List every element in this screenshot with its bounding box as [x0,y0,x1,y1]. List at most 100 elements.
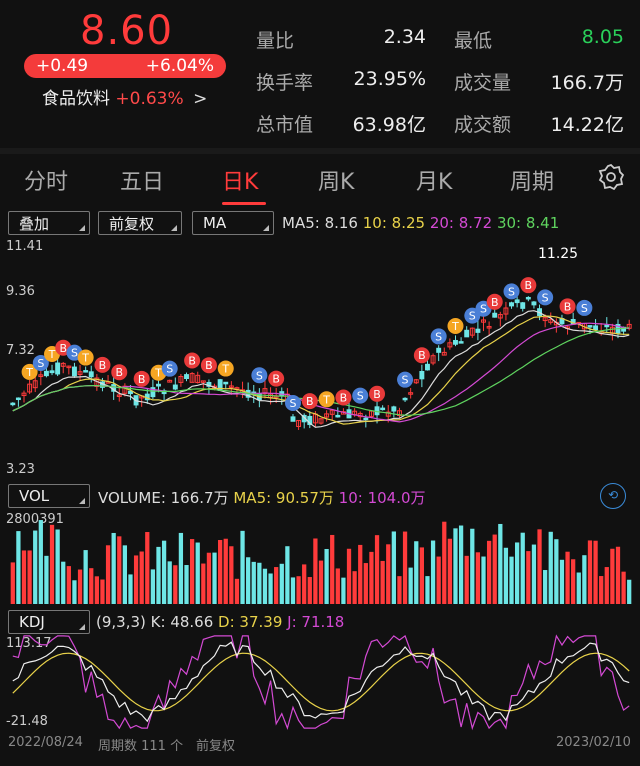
tab-period[interactable]: 周期 [510,170,555,195]
trade-marker-label: B [99,359,107,372]
tab-monthly-k[interactable]: 月K [416,170,453,195]
volume-bar [223,538,228,604]
volume-bar [38,520,43,604]
trade-marker [430,328,447,345]
volume-bar [475,552,481,604]
volume-bar [246,557,251,604]
candle-body [453,339,458,345]
price-change-pct: +6.04% [145,56,214,76]
trade-marker-label: B [418,349,426,362]
trade-marker [161,360,178,377]
tab-five-day[interactable]: 五日 [120,170,165,195]
volume-bar [414,541,419,604]
ma-line [12,310,630,428]
volume-select-label: VOL [19,487,50,505]
volume-bar [201,563,206,604]
stat-value: 14.22亿 [550,114,624,136]
volume-bar [571,559,576,604]
volume-bar [195,542,200,604]
volume-bar [229,546,234,604]
kdj-k: K: 48.66 [150,613,214,631]
volume-bar [240,530,245,604]
trade-marker-label: B [115,366,123,379]
stat-value: 2.34 [383,26,426,48]
kdj-axis-max: 113.17 [6,636,52,651]
volume-bar [111,532,116,604]
volume-bar [548,531,553,604]
stat-label: 最低 [454,30,493,52]
candle-body [66,365,72,369]
volume-indicator-select[interactable]: VOL [8,484,90,508]
tab-weekly-k[interactable]: 周K [318,170,355,195]
volume-bar [330,534,335,604]
trade-marker [576,299,593,316]
volume-bar [341,577,346,604]
kdj-j: J: 71.18 [287,613,345,631]
trade-marker-label: T [451,320,459,333]
trade-marker-label: B [272,373,280,386]
volume-bar [150,569,156,604]
trade-marker-label: S [37,357,44,370]
trade-marker-label: B [306,395,314,408]
volume-bar [55,529,60,604]
indicator-select[interactable]: MA [192,211,274,235]
trade-marker-label: B [373,388,381,401]
trade-marker [77,349,94,366]
trade-marker [217,360,234,377]
change-badge: +0.49 +6.04% [24,54,226,78]
volume-bar [503,547,509,604]
stat-label: 量比 [256,30,295,52]
volume-bar [363,563,368,604]
price-change: +0.49 [36,56,89,76]
dropdown-triangle-icon [263,225,269,231]
stat-value: 166.7万 [550,72,624,94]
candle-body [486,326,492,329]
candle-body [447,342,453,348]
trade-marker-label: S [480,303,487,316]
candle-body [195,374,201,384]
volume-bar [234,578,240,604]
tab-daily-k[interactable]: 日K [222,170,259,195]
volume-bar [458,525,464,604]
volume-bar [212,552,217,604]
kdj-indicator-select[interactable]: KDJ [8,610,90,634]
candle-body [363,417,369,421]
settings-gear-icon[interactable] [598,164,624,190]
trade-marker-label: B [138,373,146,386]
adjust-select[interactable]: 前复权 [98,211,182,235]
price-axis-mid2: 7.32 [6,343,35,358]
kdj-axis-min: -21.48 [6,714,48,729]
volume-bar [391,531,396,604]
trade-marker-label: B [525,279,533,292]
volume-bar [279,563,284,604]
ma20-value: 20: 8.72 [429,214,493,232]
current-price: 8.60 [80,8,174,54]
overlay-select[interactable]: 叠加 [8,211,90,235]
candle-body [200,380,206,383]
sector-link[interactable]: 食品饮料 +0.63% > [42,84,207,109]
rotate-icon[interactable]: ⟲ [600,483,626,509]
kdj-select-label: KDJ [19,613,45,631]
ma10-value: 10: 8.25 [362,214,426,232]
candle-body [497,314,503,319]
candle-body [430,355,436,364]
candle-body [520,302,526,309]
volume-bar [621,571,626,604]
trade-marker-label: S [469,310,476,323]
volume-bar [105,545,111,604]
volume-bar [492,534,497,604]
volume-bar [44,555,49,604]
volume-bar [593,540,598,604]
candle-body [413,379,419,384]
price-axis-mid1: 9.36 [6,284,35,299]
tab-intraday[interactable]: 分时 [24,170,69,195]
start-date: 2022/08/24 [8,735,83,750]
candle-body [262,388,268,395]
volume-bar [324,548,329,604]
volume-bar [61,561,66,604]
volume-bar [397,576,402,604]
ma-line [12,322,630,423]
volume-bar [430,540,436,604]
candle-body [43,370,49,377]
